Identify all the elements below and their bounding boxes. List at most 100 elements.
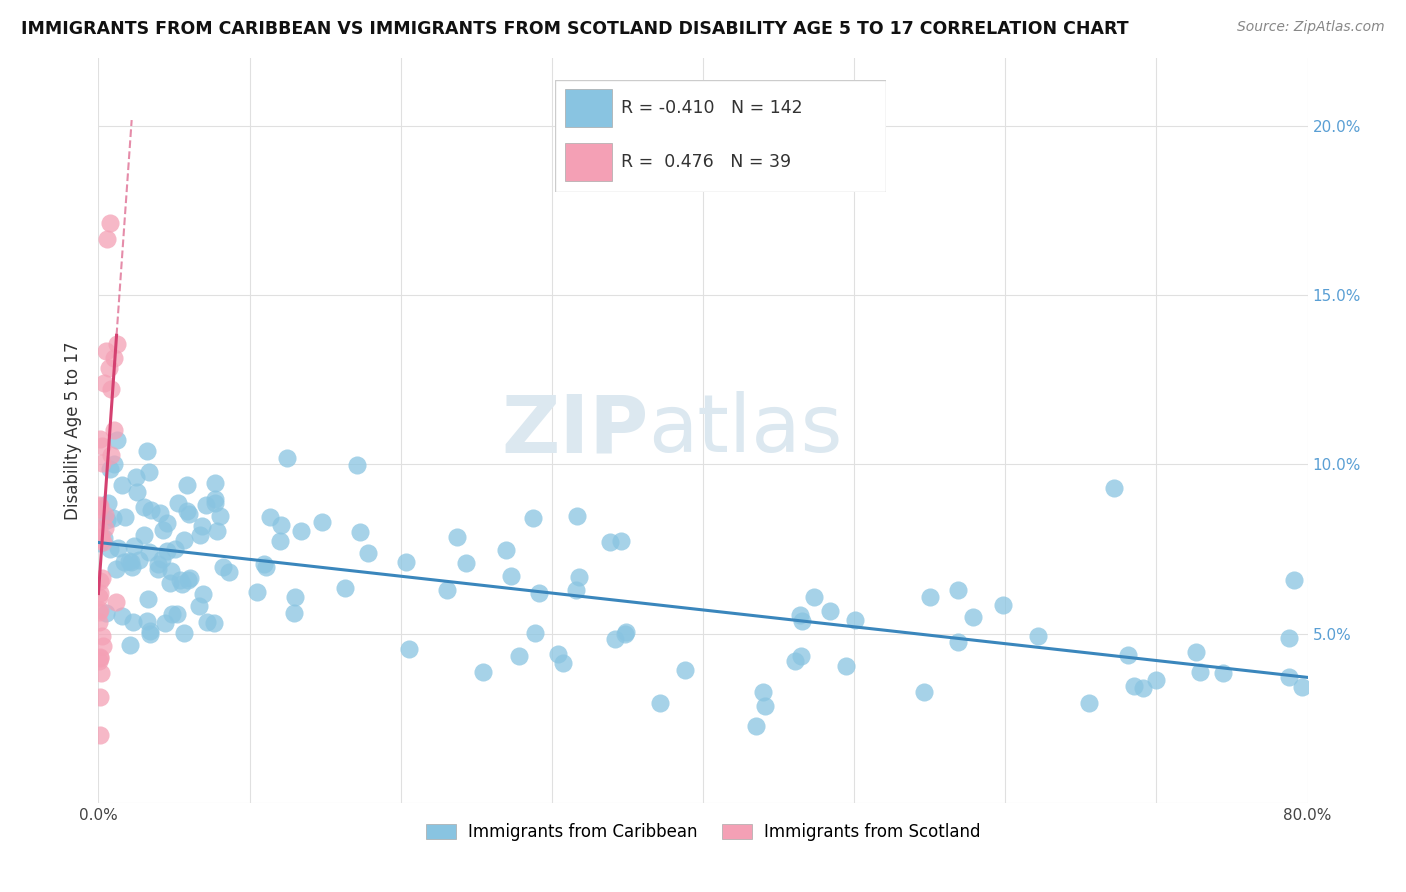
Point [173, 626, 195, 640]
Point [98, 216, 121, 230]
Point [138, 465, 160, 479]
Y-axis label: Disability Age 5 to 17: Disability Age 5 to 17 [65, 341, 83, 520]
Point [89, 649, 111, 664]
Bar [565, 143, 612, 180]
Point [132, 500, 155, 514]
Point [111, 478, 134, 492]
Point [195, 498, 218, 512]
Point [91, 456, 114, 470]
Point [599, 535, 621, 549]
Point [146, 557, 169, 571]
Point [98, 541, 121, 556]
Point [335, 582, 357, 596]
Point [614, 626, 637, 640]
Point [90, 532, 112, 546]
Point [96, 495, 118, 509]
Point [1132, 681, 1154, 695]
Point [87, 591, 110, 605]
Point [610, 534, 633, 549]
Text: atlas: atlas [648, 392, 844, 469]
Point [1122, 679, 1144, 693]
Point [177, 573, 200, 587]
Point [136, 443, 159, 458]
Point [112, 555, 135, 569]
Point [499, 569, 522, 583]
Point [160, 564, 183, 578]
Point [1028, 629, 1050, 643]
Point [100, 448, 122, 462]
Point [835, 659, 858, 673]
Point [522, 510, 544, 524]
Point [254, 560, 277, 574]
Point [156, 516, 179, 531]
Point [103, 457, 125, 471]
Point [150, 552, 173, 566]
Point [105, 336, 128, 351]
Point [290, 524, 312, 539]
Point [1212, 665, 1234, 680]
Point [1102, 481, 1125, 495]
Point [94, 343, 117, 358]
Point [1291, 681, 1313, 695]
Point [122, 539, 145, 553]
Point [103, 423, 125, 437]
Point [94, 521, 117, 535]
Point [527, 585, 550, 599]
Point [89, 536, 111, 550]
Point [149, 507, 172, 521]
Point [553, 657, 575, 671]
Point [125, 485, 148, 500]
Point [94, 508, 117, 522]
Point [91, 629, 114, 643]
Point [204, 496, 226, 510]
Point [349, 525, 371, 540]
Point [166, 607, 188, 622]
Point [125, 470, 148, 484]
Legend: Immigrants from Caribbean, Immigrants from Scotland: Immigrants from Caribbean, Immigrants fr… [419, 817, 987, 848]
Point [754, 698, 776, 713]
Point [246, 585, 269, 599]
Point [946, 635, 969, 649]
Point [89, 586, 111, 600]
Point [122, 615, 145, 629]
Point [744, 719, 766, 733]
Point [789, 607, 811, 622]
Point [104, 595, 127, 609]
Point [284, 590, 307, 604]
Point [96, 232, 118, 246]
Point [152, 523, 174, 537]
Point [177, 507, 200, 521]
Point [673, 663, 696, 677]
Point [159, 575, 181, 590]
Point [89, 574, 111, 588]
Point [111, 608, 134, 623]
Point [156, 544, 179, 558]
Point [89, 500, 111, 514]
Point [179, 571, 201, 585]
Point [1284, 573, 1306, 587]
Point [114, 510, 136, 524]
Point [202, 616, 225, 631]
Point [436, 582, 458, 597]
Point [98, 461, 121, 475]
Point [89, 602, 111, 616]
Point [311, 515, 333, 529]
Point [176, 477, 198, 491]
Point [357, 545, 380, 559]
Point [1144, 673, 1167, 687]
Point [138, 627, 160, 641]
Point [148, 562, 170, 576]
Point [93, 376, 115, 391]
Point [567, 508, 589, 523]
Point [120, 555, 142, 569]
Point [134, 528, 156, 542]
Point [803, 590, 825, 604]
Point [1185, 645, 1208, 659]
Point [87, 605, 110, 619]
Point [98, 360, 121, 375]
Point [169, 574, 191, 588]
Point [276, 450, 298, 465]
Text: ZIP: ZIP [502, 392, 648, 469]
Point [991, 598, 1014, 612]
Point [918, 590, 941, 604]
